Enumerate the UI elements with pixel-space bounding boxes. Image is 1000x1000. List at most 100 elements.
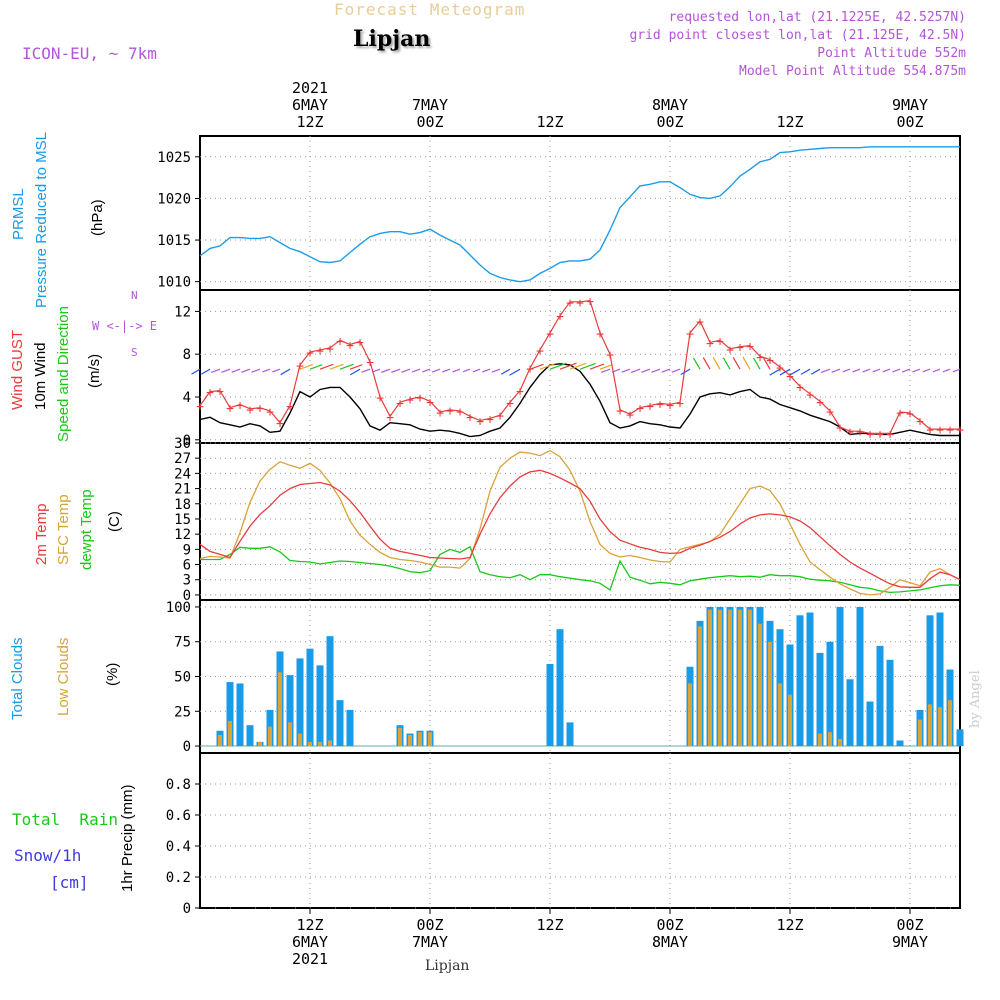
wind-arrow (922, 368, 931, 373)
wind-arrow (529, 363, 544, 370)
gust-marker: + (316, 344, 324, 359)
wind-arrow (732, 356, 741, 370)
gust-marker: + (236, 398, 244, 413)
gust-marker: + (196, 400, 204, 415)
low-cloud-bar (228, 721, 232, 747)
top-time-label: 9MAY (892, 96, 928, 114)
gust-marker: + (376, 391, 384, 406)
gust-marker: + (496, 409, 504, 424)
dewpoint-line (200, 545, 961, 594)
wind-arrow (831, 368, 841, 373)
wind-arrow (661, 368, 671, 373)
gust-marker: + (386, 410, 394, 425)
gust-marker: + (426, 395, 434, 410)
bottom-time-label: 2021 (292, 950, 328, 968)
gust-marker: + (686, 327, 694, 342)
compass-n: N (131, 289, 138, 302)
total-cloud-bar (286, 675, 294, 747)
bottom-time-label: 12Z (296, 916, 323, 934)
wind-arrow (299, 363, 314, 370)
low-cloud-bar (328, 740, 332, 747)
location-title: Lipjan (353, 26, 431, 52)
wind-arrow (442, 368, 451, 373)
y-tick-label: 0 (183, 588, 191, 604)
low-cloud-bar (838, 739, 842, 747)
y-tick-label: 0 (183, 901, 191, 917)
gust-marker: + (676, 396, 684, 411)
low-cloud-bar (828, 732, 832, 747)
y-tick-label: 0 (183, 433, 191, 449)
gust-marker: + (826, 405, 834, 420)
wind-arrow (380, 368, 391, 373)
compass-s: S (131, 346, 138, 359)
y-tick-label: 15 (174, 512, 191, 528)
wind-arrow (361, 368, 371, 373)
wind-arrow (251, 368, 261, 373)
y-tick-label: 0.2 (166, 870, 191, 886)
wind-arrow (852, 368, 861, 373)
gust-marker: + (356, 335, 364, 350)
total-cloud-bar (346, 709, 354, 747)
panel-frame (199, 135, 961, 291)
gust-marker: + (476, 415, 484, 430)
wind-arrow (339, 363, 354, 370)
wind-arrow (280, 368, 291, 376)
wind-arrow (680, 368, 691, 375)
wind-arrow (579, 362, 596, 370)
gust-marker: + (866, 427, 874, 442)
y-tick-label: 100 (166, 600, 191, 616)
top-time-label: 8MAY (652, 96, 688, 114)
wind-arrow (452, 368, 461, 373)
gust-marker: + (246, 403, 254, 418)
gust-marker: + (786, 370, 794, 385)
wind-arrow (752, 357, 761, 370)
low-cloud-bar (928, 704, 932, 747)
gust-marker: + (556, 310, 564, 325)
total-cloud-bar (956, 729, 964, 747)
total-cloud-bar (846, 679, 854, 747)
low-cloud-bar (258, 741, 262, 747)
gust-marker: + (546, 327, 554, 342)
wind-arrow (349, 368, 361, 376)
bottom-time-label: 8MAY (652, 933, 688, 951)
gust-marker: + (816, 395, 824, 410)
gust-marker: + (416, 391, 424, 406)
gust-marker: + (726, 343, 734, 358)
product-title: Forecast Meteogram (334, 0, 526, 19)
wind-arrow (241, 368, 251, 373)
wind-arrow (549, 362, 567, 370)
point-altitude: Point Altitude 552m (817, 46, 966, 61)
low-cloud-bar (728, 609, 732, 747)
panel-frame (199, 752, 961, 909)
wind-arrow (472, 368, 481, 373)
wind-arrow (349, 364, 363, 370)
low-cloud-bar (738, 609, 742, 747)
wind-arrow (641, 368, 651, 373)
low-cloud-bar (948, 700, 952, 747)
wind-arrow (262, 368, 271, 373)
precip-rain-title: Total Rain (12, 810, 118, 829)
y-tick-label: 1010 (157, 275, 191, 291)
total-cloud-bar (856, 606, 864, 747)
gust-marker: + (226, 402, 234, 417)
y-tick-label: 0 (183, 739, 191, 755)
bottom-time-label: 12Z (536, 916, 563, 934)
wind-arrow (800, 368, 811, 375)
gust-marker: + (206, 386, 214, 401)
low-cloud-bar (398, 727, 402, 747)
gust-marker: + (946, 423, 954, 438)
prmsl-line (199, 146, 960, 283)
wind-arrow (630, 368, 641, 374)
wind-arrow (401, 368, 411, 373)
wind-arrow (692, 357, 701, 370)
bottom-time-label: 00Z (656, 916, 683, 934)
low-cloud-bar (758, 623, 762, 747)
gust-marker: + (956, 423, 964, 438)
model-altitude: Model Point Altitude 554.875m (739, 64, 966, 79)
gust-marker: + (606, 348, 614, 363)
y-tick-label: 27 (174, 451, 191, 467)
gust-marker: + (536, 344, 544, 359)
wind-arrow (191, 368, 201, 375)
